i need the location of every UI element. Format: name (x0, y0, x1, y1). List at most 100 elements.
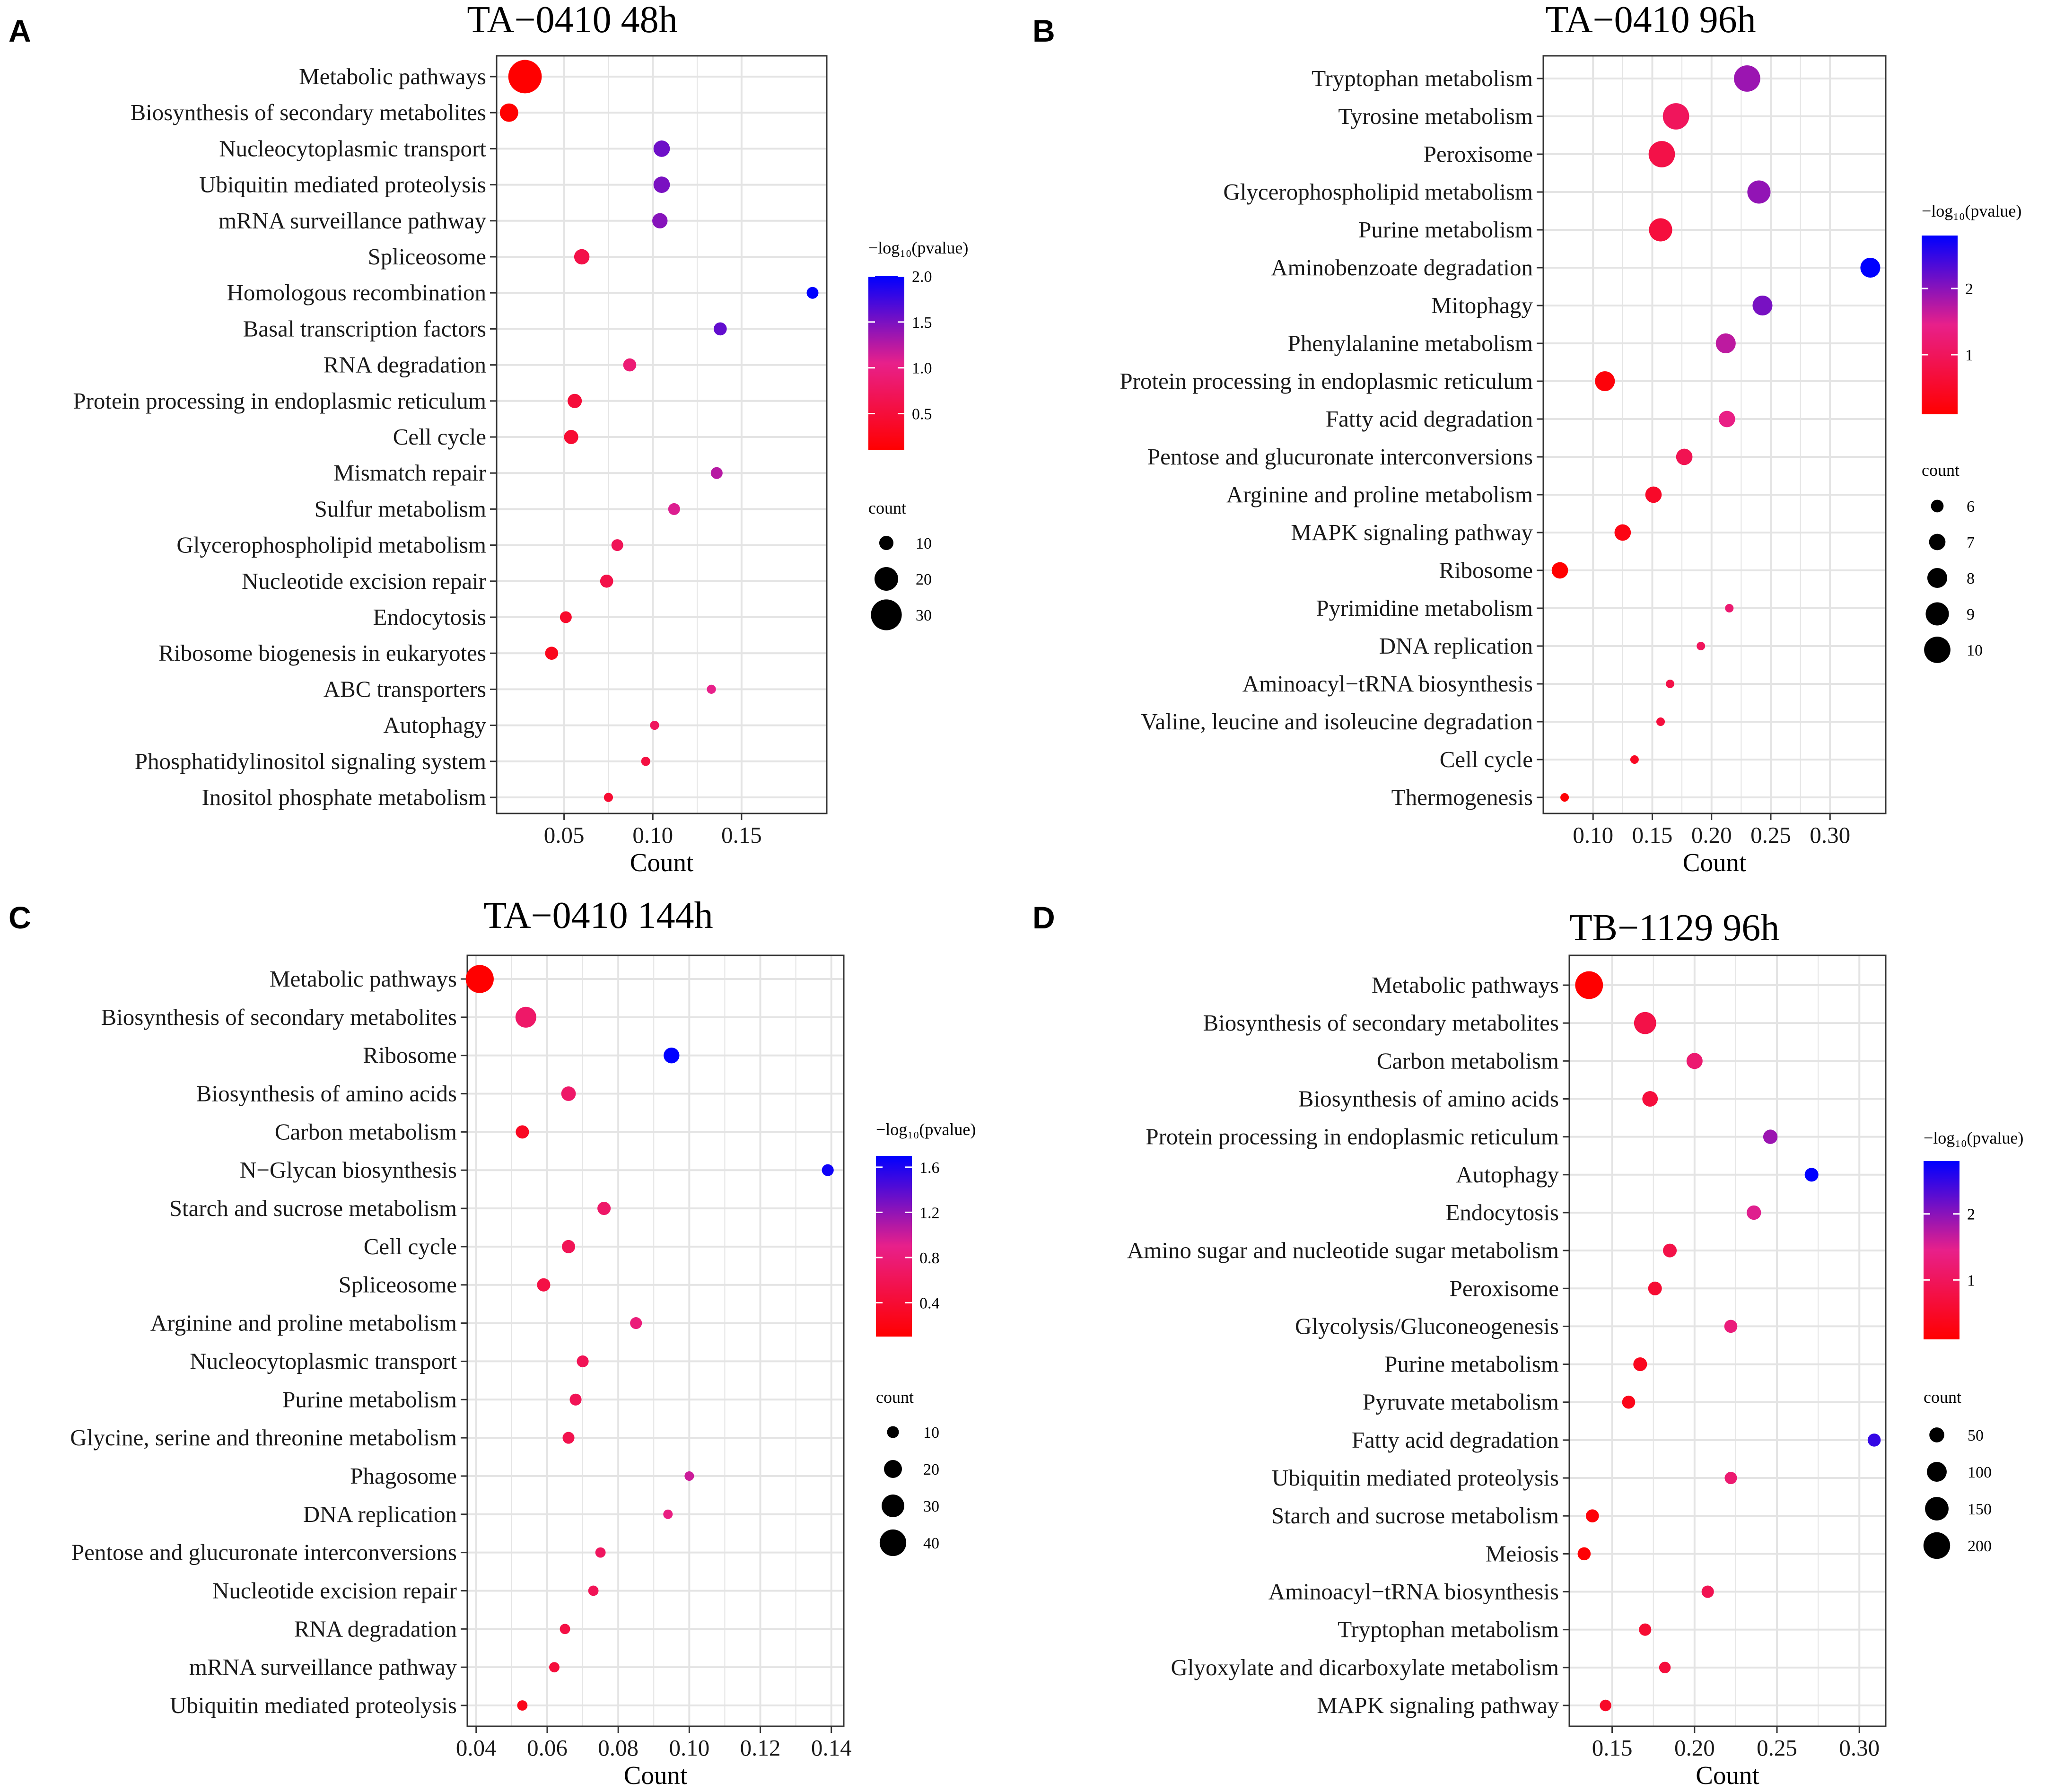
y-label: ABC transporters (324, 676, 486, 702)
data-point (1649, 218, 1672, 242)
data-point (561, 1240, 576, 1253)
y-label: Spliceosome (339, 1272, 457, 1298)
size-legend-dot (1927, 1462, 1947, 1482)
size-legend-label: 20 (916, 571, 932, 588)
data-point (1747, 1205, 1761, 1220)
y-label: Protein processing in endoplasmic reticu… (73, 388, 486, 414)
size-legend-label: 50 (1968, 1427, 1984, 1444)
data-point (630, 1317, 642, 1329)
data-point (1663, 1243, 1677, 1258)
data-point (516, 1125, 529, 1139)
data-point (545, 647, 559, 660)
x-tick-label: 0.15 (721, 822, 762, 848)
data-point (1575, 971, 1603, 999)
data-point (1577, 1547, 1591, 1561)
color-legend-label: 2.0 (912, 268, 932, 286)
data-point (499, 103, 518, 122)
x-tick-label: 0.06 (527, 1735, 568, 1761)
y-label: Biosynthesis of amino acids (1298, 1085, 1559, 1111)
y-label: Autophagy (383, 712, 486, 738)
x-tick-label: 0.20 (1674, 1735, 1715, 1761)
data-point (1724, 1472, 1737, 1485)
x-tick-label: 0.14 (811, 1735, 852, 1761)
y-label: Sulfur metabolism (315, 496, 486, 522)
color-legend-title: −log₁₀(pvalue) (1924, 1128, 2023, 1147)
y-label: Nucleotide excision repair (242, 568, 486, 594)
panel-d: D TB−1129 96h Metabolic pathways Biosynthes… (1032, 900, 2023, 1790)
color-legend-label: 1 (1967, 1272, 1975, 1289)
x-tick-label: 0.10 (669, 1735, 709, 1761)
y-label: Fatty acid degradation (1326, 406, 1533, 432)
y-label: Peroxisome (1424, 141, 1533, 167)
data-point (1648, 141, 1675, 167)
data-point (664, 1048, 680, 1064)
size-legend-label: 8 (1967, 570, 1975, 587)
y-label: Pyrimidine metabolism (1316, 595, 1533, 621)
data-point (1662, 103, 1689, 130)
data-point (710, 467, 723, 479)
x-axis-title: Count (1683, 848, 1746, 877)
data-point (1804, 1168, 1819, 1182)
color-legend-label: 2 (1967, 1206, 1975, 1224)
y-label: Phosphatidylinositol signaling system (135, 748, 486, 774)
data-point (822, 1164, 834, 1176)
y-label: Protein processing in endoplasmic reticu… (1120, 368, 1533, 394)
x-axis-title: Count (1696, 1761, 1759, 1790)
color-bar (1922, 236, 1958, 414)
data-point (1747, 180, 1771, 204)
data-point (1752, 295, 1773, 316)
data-point (562, 1432, 575, 1444)
y-label: Ubiquitin mediated proteolysis (1272, 1465, 1559, 1491)
plot-frame (466, 954, 845, 1727)
y-label: Arginine and proline metabolism (150, 1310, 457, 1336)
size-legend-dot (1923, 1532, 1951, 1559)
x-tick-label: 0.08 (598, 1735, 639, 1761)
size-legend-label: 10 (916, 535, 932, 552)
gridlines (1543, 56, 1886, 813)
y-label: Peroxisome (1450, 1275, 1559, 1301)
x-tick-label: 0.12 (740, 1735, 781, 1761)
color-bar (868, 276, 904, 450)
x-tick-label: 0.10 (1573, 822, 1613, 848)
data-point (1701, 1585, 1714, 1598)
y-label: Biosynthesis of secondary metabolites (130, 99, 486, 125)
x-tick-label: 0.25 (1750, 822, 1791, 848)
data-point (714, 322, 727, 336)
x-tick-label: 0.30 (1839, 1735, 1880, 1761)
y-label: Amino sugar and nucleotide sugar metabol… (1127, 1237, 1559, 1263)
y-label: Spliceosome (368, 244, 486, 270)
data-point (1734, 65, 1760, 92)
color-legend-label: 1.2 (919, 1204, 940, 1222)
size-legend-dot (871, 599, 902, 630)
data-point (515, 1006, 536, 1028)
x-tick-label: 0.15 (1592, 1735, 1633, 1761)
y-label: Pentose and glucuronate interconversions (1147, 444, 1533, 470)
y-label: mRNA surveillance pathway (189, 1654, 457, 1680)
color-legend-label: 1.0 (912, 360, 932, 377)
data-point (684, 1471, 694, 1481)
data-point (1724, 1320, 1738, 1333)
y-label: Endocytosis (373, 604, 486, 630)
x-tick-label: 0.15 (1632, 822, 1673, 848)
data-point (577, 1355, 589, 1367)
y-label: RNA degradation (294, 1616, 457, 1642)
x-tick-label: 0.05 (544, 822, 585, 848)
size-legend-label: 20 (923, 1461, 939, 1478)
size-legend-dot (1924, 637, 1951, 663)
size-legend-dot (1925, 1497, 1949, 1521)
data-point (1860, 257, 1881, 278)
y-label: Glycine, serine and threonine metabolism (70, 1425, 457, 1451)
data-point (600, 574, 613, 588)
data-point (568, 393, 582, 408)
y-label: Nucleocytoplasmic transport (190, 1348, 457, 1374)
data-point (653, 176, 670, 193)
data-point (1633, 1357, 1647, 1372)
size-legend-label: 200 (1968, 1538, 1992, 1555)
y-label: Carbon metabolism (275, 1119, 457, 1145)
data-point (611, 539, 623, 551)
data-point (1585, 1509, 1599, 1523)
y-label: Purine metabolism (1358, 217, 1533, 243)
y-label: Metabolic pathways (1372, 972, 1559, 998)
size-legend-label: 30 (923, 1498, 939, 1515)
chart-title: TA−0410 144h (483, 895, 713, 936)
